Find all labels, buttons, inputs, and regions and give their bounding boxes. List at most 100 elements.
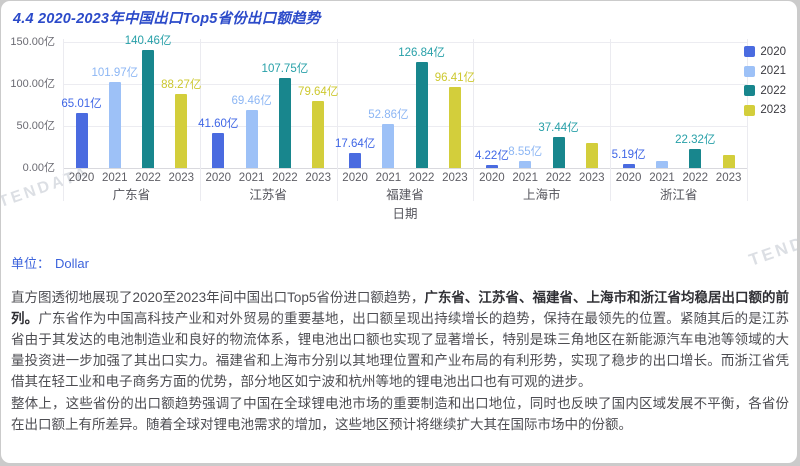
data-bar[interactable]	[75, 113, 88, 168]
x-axis-year-label: 2020	[205, 172, 232, 184]
x-axis-year-label: 2021	[102, 172, 128, 184]
bar-value-label: 101.97亿	[91, 67, 139, 80]
data-bar[interactable]	[485, 164, 498, 168]
bar-value-label: 5.19亿	[611, 148, 646, 161]
data-bar[interactable]	[656, 160, 668, 168]
bar-value-label: 17.64亿	[334, 138, 376, 151]
bar-value-label: 37.44亿	[538, 121, 579, 134]
x-axis-year-label: 2022	[272, 172, 298, 184]
legend-label: 2021	[760, 65, 786, 78]
bar-value-label: 8.55亿	[508, 145, 543, 158]
y-gridline	[63, 84, 747, 85]
text-segment-bold: 广东省、江苏省、福建省、上海市和浙江省均稳居出口额的前列。	[11, 290, 789, 326]
chart-legend: 2020 2021 2022 2023	[744, 42, 786, 120]
y-axis-tick-label: 50.00亿	[16, 120, 55, 132]
legend-swatch	[744, 46, 756, 58]
bar-value-label: 107.75亿	[261, 62, 309, 75]
bar-value-label: 4.22亿	[474, 149, 509, 162]
legend-item-2020[interactable]: 2020	[744, 42, 786, 62]
x-axis-year-label: 2021	[238, 172, 265, 184]
y-gridline	[63, 126, 747, 127]
x-axis-year-label: 2022	[135, 172, 161, 184]
x-axis-year-label: 2020	[342, 172, 368, 184]
text-segment: 整体上，这些省份的出口额趋势强调了中国在全球锂电池市场的重要制造和出口地位，同时…	[11, 396, 789, 432]
category-split-line	[747, 39, 748, 201]
y-gridline	[63, 168, 747, 169]
legend-label: 2020	[760, 45, 786, 58]
legend-label: 2022	[760, 84, 786, 97]
legend-swatch	[744, 104, 756, 116]
x-axis-year-label: 2021	[512, 172, 538, 184]
x-axis-year-label: 2021	[649, 172, 675, 184]
bar-value-label: 41.60亿	[198, 118, 239, 131]
data-bar[interactable]	[722, 154, 735, 168]
x-axis-category-label: 上海市	[523, 188, 561, 202]
category-split-line	[336, 39, 338, 201]
data-bar[interactable]	[448, 87, 461, 168]
legend-swatch	[744, 85, 756, 97]
data-bar[interactable]	[689, 149, 702, 168]
data-bar[interactable]	[585, 142, 598, 168]
data-bar[interactable]	[415, 61, 428, 168]
bar-value-label: 79.64亿	[298, 86, 339, 99]
data-bar[interactable]	[519, 160, 532, 168]
bar-chart: TENDATA TENDATA 0.00亿 50.00亿 100.00亿 150.00…	[1, 29, 797, 270]
y-axis-tick-label: 100.00亿	[10, 78, 55, 90]
data-bar[interactable]	[245, 109, 258, 168]
y-gridline	[63, 42, 747, 43]
analysis-paragraph: 整体上，这些省份的出口额趋势强调了中国在全球锂电池市场的重要制造和出口地位，同时…	[11, 393, 789, 435]
bar-value-label: 96.41亿	[434, 72, 476, 84]
analysis-text: 直方图透彻地展现了2020至2023年间中国出口Top5省份进口额趋势，广东省、…	[11, 287, 789, 436]
legend-item-2022[interactable]: 2022	[744, 81, 786, 101]
x-axis-category-label: 江苏省	[249, 188, 287, 202]
bar-value-label: 65.01亿	[61, 98, 102, 111]
unit-line: 单位： Dollar	[11, 253, 89, 272]
x-axis-category-label: 福建省	[386, 188, 424, 202]
data-bar[interactable]	[622, 163, 635, 168]
x-axis-year-label: 2021	[375, 172, 402, 184]
page-title: 4.4 2020-2023年中国出口Top5省份出口额趋势	[13, 11, 321, 27]
bar-value-label: 126.84亿	[398, 46, 445, 59]
legend-swatch	[744, 65, 756, 77]
y-axis-tick-label: 150.00亿	[10, 36, 55, 48]
data-bar[interactable]	[552, 136, 565, 168]
category-split-line	[199, 39, 201, 201]
x-axis-year-label: 2020	[615, 172, 642, 184]
bar-value-label: 52.86亿	[368, 108, 409, 121]
bar-value-label: 22.32亿	[675, 134, 716, 147]
bar-value-label: 140.46亿	[124, 35, 172, 47]
x-axis-category-label: 浙江省	[659, 188, 698, 202]
data-bar[interactable]	[349, 153, 362, 168]
category-split-line	[610, 39, 612, 201]
x-axis-title: 日期	[392, 207, 418, 221]
x-axis-year-label: 2020	[68, 172, 95, 184]
data-bar[interactable]	[108, 82, 121, 168]
legend-item-2021[interactable]: 2021	[744, 62, 786, 82]
x-axis-year-label: 2022	[545, 172, 572, 184]
category-split-line	[473, 39, 475, 201]
data-bar[interactable]	[382, 123, 395, 168]
text-segment: 广东省作为中国高科技产业和对外贸易的重要基地，出口额呈现出持续增长的趋势，保持在…	[11, 311, 790, 389]
legend-item-2023[interactable]: 2023	[744, 101, 786, 121]
legend-label: 2023	[760, 104, 786, 117]
data-bar[interactable]	[278, 77, 291, 168]
x-axis-category-label: 广东省	[112, 188, 151, 202]
x-axis-year-label: 2023	[305, 172, 331, 184]
data-bar[interactable]	[175, 93, 188, 168]
watermark: TENDATA	[746, 219, 797, 270]
data-bar[interactable]	[142, 50, 155, 168]
x-axis-year-label: 2023	[442, 172, 468, 184]
data-bar[interactable]	[212, 133, 225, 168]
x-axis-year-label: 2022	[408, 172, 435, 184]
x-axis-year-label: 2023	[579, 172, 605, 184]
unit-label: 单位：	[11, 256, 51, 271]
bar-value-label: 69.46亿	[231, 94, 272, 107]
data-bar[interactable]	[312, 101, 325, 168]
bar-value-label: 88.27亿	[161, 78, 202, 91]
unit-value: Dollar	[55, 256, 89, 271]
y-axis-tick-label: 0.00亿	[22, 162, 55, 174]
category-split-line	[63, 39, 64, 201]
x-axis-year-label: 2023	[715, 172, 742, 184]
text-segment: 直方图透彻地展现了2020至2023年间中国出口Top5省份进口额趋势，	[11, 290, 425, 305]
